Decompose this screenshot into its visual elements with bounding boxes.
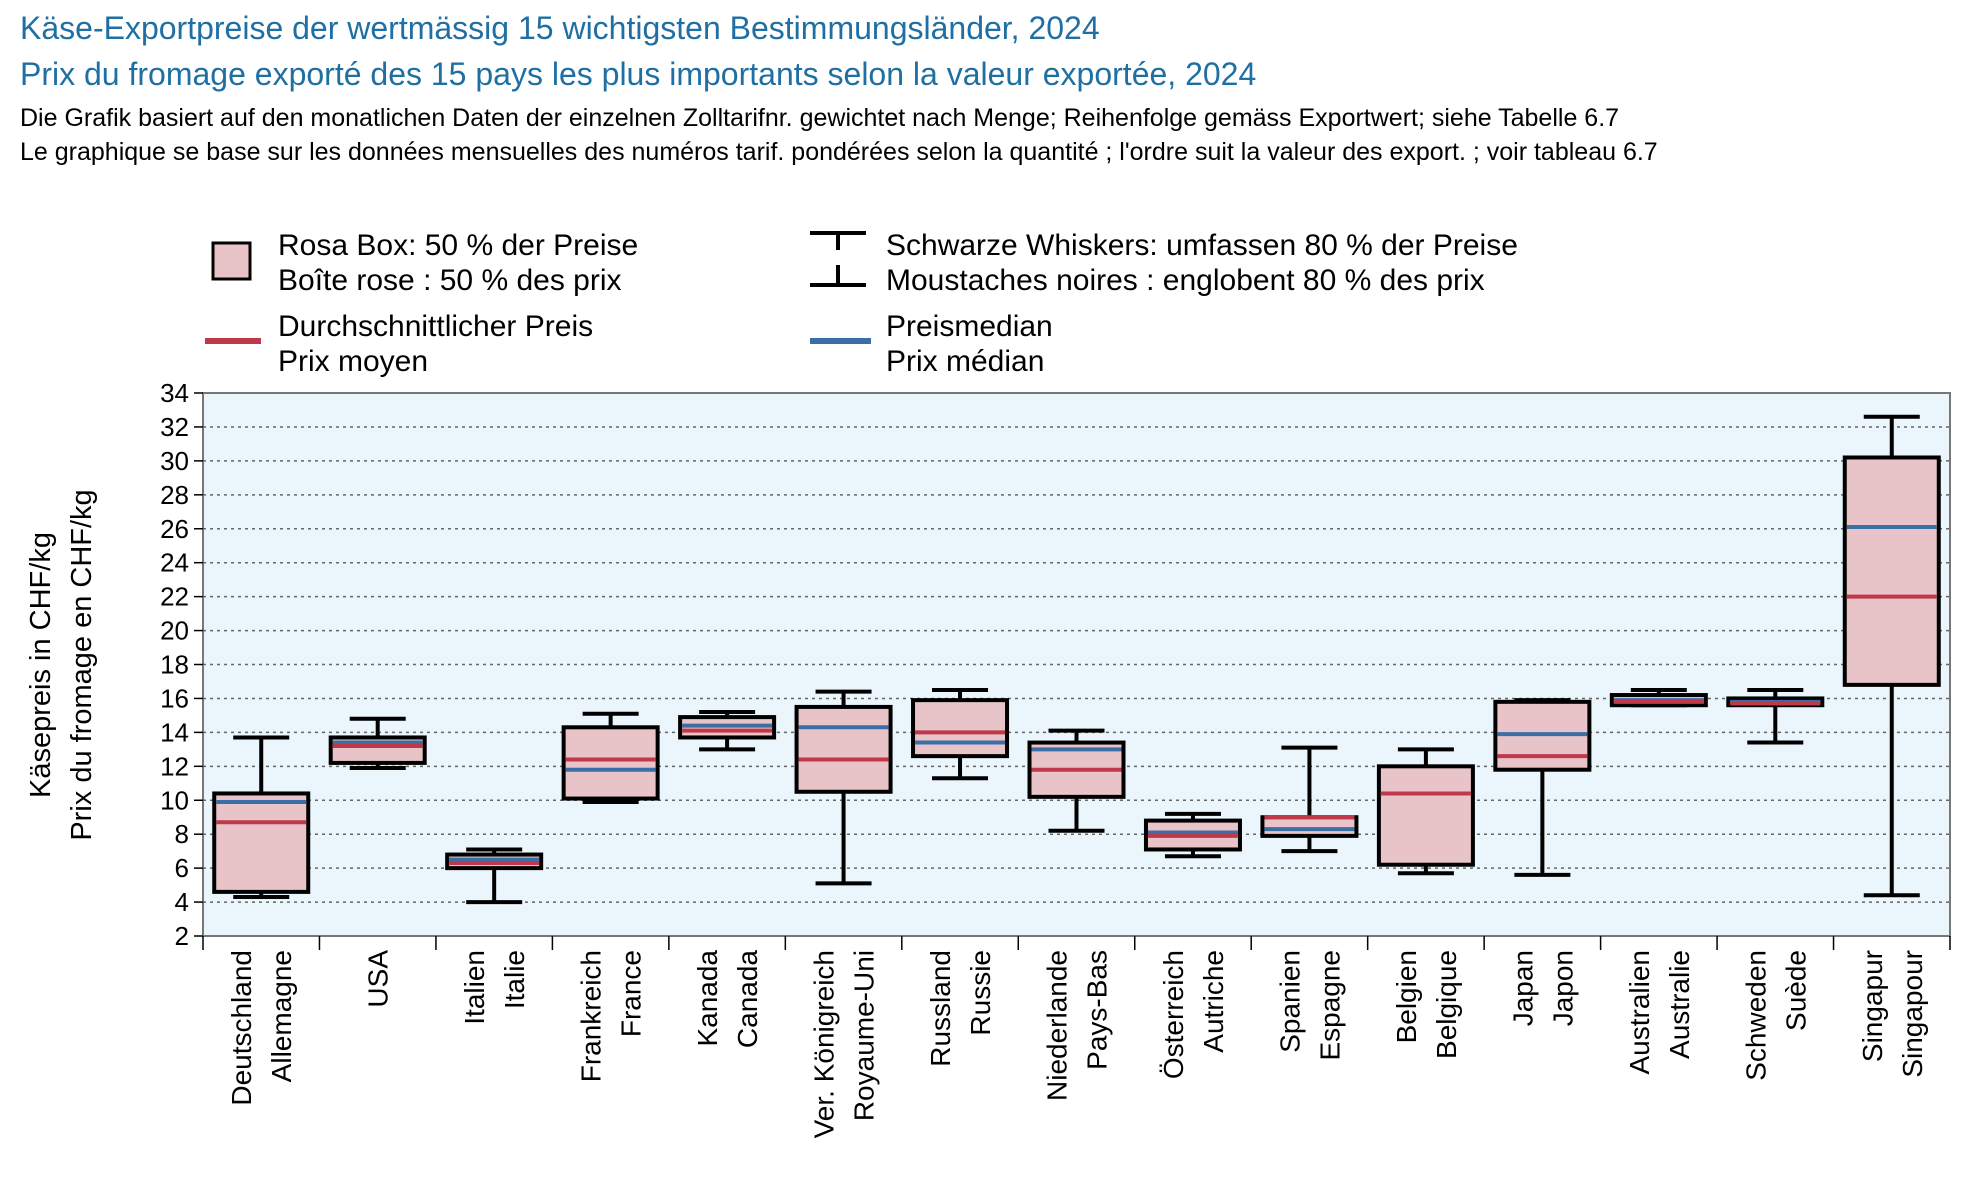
y-tick-label: 22 (160, 582, 189, 612)
iqr-box (561, 725, 660, 801)
y-tick-label: 26 (160, 514, 189, 544)
y-tick-label: 28 (160, 480, 189, 510)
x-category-label: Schweden (1740, 950, 1771, 1081)
y-tick-label: 10 (160, 785, 189, 815)
box-1 (212, 735, 311, 899)
x-category-label: Spanien (1274, 950, 1305, 1053)
box-9 (1143, 811, 1242, 859)
x-category-label: France (616, 950, 647, 1037)
legend-box-swatch (211, 241, 252, 281)
x-category-label: Österreich (1158, 950, 1189, 1079)
x-category-label: Espagne (1314, 950, 1345, 1061)
box-14 (1726, 687, 1825, 745)
legend-mean-label-de: Durchschnittlicher Preis (278, 310, 593, 343)
legend: Rosa Box: 50 % der Preise Boîte rose : 5… (205, 229, 1518, 378)
box-4 (561, 711, 660, 804)
x-category-label: Italien (459, 950, 490, 1025)
x-category-label: Belgique (1431, 950, 1462, 1059)
iqr-box (794, 704, 893, 794)
x-category-label: Kanada (692, 950, 723, 1047)
x-category-label: Singapour (1897, 950, 1928, 1078)
y-tick-label: 12 (160, 751, 189, 781)
iqr-box (911, 698, 1010, 759)
iqr-box (1842, 455, 1941, 687)
x-category-label: Australien (1624, 950, 1655, 1075)
x-category-label: Ver. Königreich (809, 950, 840, 1138)
box-15 (1842, 414, 1941, 898)
x-category-label: USA (363, 950, 394, 1008)
iqr-box (212, 791, 311, 894)
chart-title-de: Käse-Exportpreise der wertmässig 15 wich… (20, 10, 1100, 46)
x-category-label: Allemagne (266, 950, 297, 1082)
box-2 (328, 716, 427, 771)
x-category-label: Niederlande (1042, 950, 1073, 1101)
x-category-label: Australie (1664, 950, 1695, 1059)
y-tick-label: 4 (175, 887, 189, 917)
iqr-box (1376, 764, 1475, 867)
y-tick-label: 34 (160, 378, 189, 408)
x-category-label: Russland (925, 950, 956, 1067)
iqr-box (1260, 815, 1359, 838)
y-tick-label: 14 (160, 717, 189, 747)
box-7 (911, 687, 1010, 781)
box-11 (1376, 747, 1475, 876)
x-category-label: Deutschland (226, 950, 257, 1106)
x-category-label: Belgien (1391, 950, 1422, 1043)
y-tick-label: 24 (160, 548, 189, 578)
x-category-label: Royaume-Uni (849, 950, 880, 1121)
x-category-label: Japan (1507, 950, 1538, 1026)
x-category-label: Frankreich (576, 950, 607, 1082)
box-13 (1609, 687, 1708, 708)
x-category-label: Suède (1780, 950, 1811, 1031)
y-tick-label: 16 (160, 683, 189, 713)
y-tick-label: 2 (175, 921, 189, 951)
y-axis-label-fr: Prix du fromage en CHF/kg (66, 489, 98, 840)
x-category-label: Canada (732, 950, 763, 1049)
box-3 (445, 847, 544, 905)
box-5 (678, 710, 777, 752)
box-6 (794, 689, 893, 886)
y-tick-label: 30 (160, 446, 189, 476)
legend-whisker-symbol (810, 231, 866, 287)
legend-whisker-label-fr: Moustaches noires : englobent 80 % des p… (886, 264, 1485, 297)
legend-whisker-label-de: Schwarze Whiskers: umfassen 80 % der Pre… (886, 229, 1518, 262)
box-12 (1493, 698, 1592, 877)
y-tick-label: 6 (175, 853, 189, 883)
legend-mean-label-fr: Prix moyen (278, 345, 428, 378)
box-10 (1260, 745, 1359, 854)
box-8 (1027, 728, 1126, 833)
y-tick-label: 8 (175, 819, 189, 849)
legend-box-label-de: Rosa Box: 50 % der Preise (278, 229, 638, 262)
chart-note-fr: Le graphique se base sur les données men… (20, 138, 1658, 166)
x-category-label: Autriche (1198, 950, 1229, 1053)
y-axis-label-de: Käsepreis in CHF/kg (25, 532, 57, 798)
plot-area (202, 392, 1951, 937)
y-tick-label: 32 (160, 412, 189, 442)
x-category-label: Japon (1547, 950, 1578, 1026)
legend-box-label-fr: Boîte rose : 50 % des prix (278, 264, 622, 297)
boxes (212, 414, 1941, 905)
x-category-label: Italie (499, 950, 530, 1009)
x-category-label: Singapur (1857, 950, 1888, 1062)
chart-title-fr: Prix du fromage exporté des 15 pays les … (20, 56, 1257, 92)
chart-note-de: Die Grafik basiert auf den monatlichen D… (20, 104, 1620, 132)
x-axis: Deutschland Allemagne USA Italien Italie Fran… (202, 936, 1951, 1138)
legend-median-label-fr: Prix médian (886, 345, 1044, 378)
x-category-label: Russie (965, 950, 996, 1036)
x-category-label: Pays-Bas (1082, 950, 1113, 1070)
y-tick-label: 20 (160, 616, 189, 646)
legend-median-label-de: Preismedian (886, 310, 1053, 343)
y-tick-label: 18 (160, 650, 189, 680)
